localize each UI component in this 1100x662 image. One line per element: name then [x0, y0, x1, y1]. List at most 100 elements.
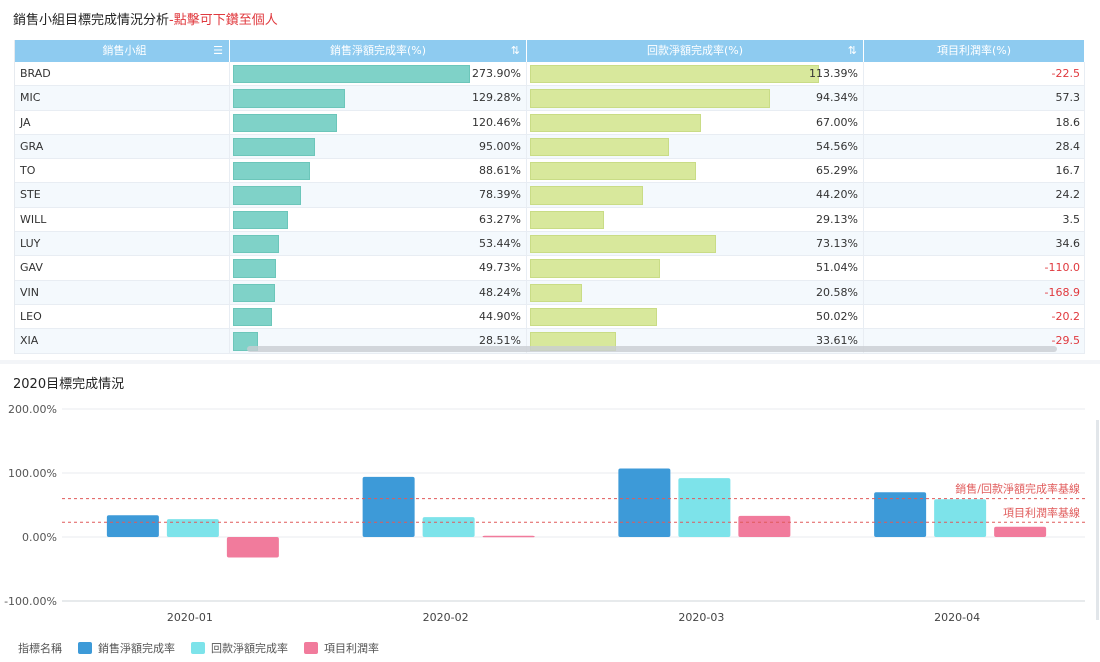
y-tick-label: 100.00%	[8, 467, 57, 480]
return-rate-bar	[530, 283, 583, 302]
col-header-team[interactable]: 銷售小組 ☰	[15, 40, 230, 62]
sales-rate-cell: 273.90%	[230, 62, 527, 86]
table-header: 銷售小組 ☰ 銷售淨額完成率(%) ⇅ 回款淨額完成率(%) ⇅ 項目利潤率(%…	[15, 40, 1085, 62]
bar-sales	[618, 468, 671, 537]
sort-icon[interactable]: ☰	[213, 44, 223, 57]
profit-rate-value: 3.5	[864, 207, 1085, 232]
sales-rate-value: 49.73%	[479, 261, 521, 275]
sales-rate-bar	[233, 186, 301, 205]
table-row[interactable]: MIC 129.28% 94.34% 57.3	[15, 86, 1085, 111]
return-rate-value: 51.04%	[816, 261, 858, 275]
bar-sales	[362, 476, 415, 537]
col-header-profit-label: 項目利潤率(%)	[936, 44, 1012, 57]
sort-icon[interactable]: ⇅	[510, 44, 520, 57]
table-row[interactable]: TO 88.61% 65.29% 16.7	[15, 159, 1085, 184]
bar-return	[934, 499, 987, 537]
sales-rate-bar	[233, 162, 310, 181]
sales-rate-bar	[233, 89, 345, 108]
legend-swatch-return	[191, 642, 205, 654]
table-row[interactable]: JA 120.46% 67.00% 18.6	[15, 110, 1085, 135]
legend-swatch-profit	[304, 642, 318, 654]
panel-title-text: 銷售小組目標完成情況分析	[13, 13, 170, 28]
table-row[interactable]: STE 78.39% 44.20% 24.2	[15, 183, 1085, 208]
bar-profit	[482, 535, 535, 538]
sales-rate-bar	[233, 210, 288, 230]
return-rate-cell: 50.02%	[527, 304, 864, 329]
sales-rate-value: 95.00%	[479, 139, 521, 153]
return-rate-bar	[530, 259, 661, 278]
team-name: BRAD	[15, 62, 230, 86]
return-rate-cell: 51.04%	[527, 256, 864, 280]
y-tick-label: 200.00%	[8, 403, 57, 416]
col-header-sales-rate[interactable]: 銷售淨額完成率(%) ⇅	[230, 40, 527, 62]
legend-swatch-sales	[78, 642, 92, 654]
team-name: MIC	[15, 86, 230, 110]
legend-label-sales: 銷售淨額完成率	[98, 642, 175, 655]
profit-rate-value: 24.2	[864, 183, 1085, 207]
col-header-sales-label: 銷售淨額完成率(%)	[329, 44, 427, 57]
sort-icon[interactable]: ⇅	[847, 44, 857, 57]
sales-rate-value: 28.51%	[479, 334, 521, 348]
profit-rate-value: -168.9	[864, 280, 1085, 304]
team-name: GAV	[15, 256, 230, 280]
sales-rate-bar	[233, 137, 316, 157]
legend-label-profit: 項目利潤率	[324, 642, 379, 655]
section-divider	[0, 360, 1100, 364]
sales-rate-cell: 95.00%	[230, 134, 527, 159]
x-tick-label: 2020-04	[934, 611, 980, 624]
team-name: JA	[15, 110, 230, 134]
x-tick-label: 2020-02	[423, 611, 469, 624]
x-tick-label: 2020-01	[167, 611, 213, 624]
sales-rate-cell: 78.39%	[230, 183, 527, 207]
sales-rate-cell: 49.73%	[230, 256, 527, 280]
sales-rate-cell: 28.51%	[230, 329, 527, 353]
table-row[interactable]: BRAD 273.90% 113.39% -22.5	[15, 62, 1085, 87]
return-rate-value: 50.02%	[816, 309, 858, 323]
legend-item-profit[interactable]: 項目利潤率	[304, 640, 379, 656]
legend-item-return[interactable]: 回款淨額完成率	[191, 640, 288, 656]
x-tick-label: 2020-03	[678, 611, 724, 624]
bar-sales	[106, 515, 159, 537]
table-row[interactable]: GRA 95.00% 54.56% 28.4	[15, 134, 1085, 160]
team-name: LUY	[15, 232, 230, 256]
table-row[interactable]: WILL 63.27% 29.13% 3.5	[15, 207, 1085, 233]
team-name: LEO	[15, 304, 230, 329]
return-rate-value: 94.34%	[816, 91, 858, 105]
team-name: STE	[15, 183, 230, 207]
table-row[interactable]: GAV 49.73% 51.04% -110.0	[15, 256, 1085, 281]
table-row[interactable]: VIN 48.24% 20.58% -168.9	[15, 280, 1085, 305]
bar-chart: 200.00% 100.00% 0.00% -100.00% 2020-01 2020-0…	[4, 403, 1085, 624]
sales-rate-bar	[233, 283, 275, 302]
sales-rate-cell: 44.90%	[230, 304, 527, 329]
sales-rate-cell: 129.28%	[230, 86, 527, 110]
vertical-scrollbar[interactable]	[1096, 420, 1099, 620]
team-table: 銷售小組 ☰ 銷售淨額完成率(%) ⇅ 回款淨額完成率(%) ⇅ 項目利潤率(%…	[14, 40, 1085, 354]
return-rate-bar	[530, 89, 771, 108]
team-name: TO	[15, 159, 230, 183]
table-row[interactable]: LEO 44.90% 50.02% -20.2	[15, 304, 1085, 330]
panel-title: 銷售小組目標完成情況分析-點擊可下鑽至個人	[13, 9, 278, 28]
profit-rate-value: 16.7	[864, 159, 1085, 183]
baseline-label: 項目利潤率基線	[1003, 505, 1080, 519]
y-tick-label: 0.00%	[22, 531, 57, 544]
profit-rate-value: 18.6	[864, 110, 1085, 134]
sales-rate-value: 63.27%	[479, 212, 521, 226]
analysis-panel: 銷售小組目標完成情況分析-點擊可下鑽至個人 銷售小組 ☰ 銷售淨額完成率(%) …	[13, 9, 1085, 354]
return-rate-value: 29.13%	[816, 212, 858, 226]
col-header-return-rate[interactable]: 回款淨額完成率(%) ⇅	[527, 40, 864, 62]
return-rate-cell: 20.58%	[527, 280, 864, 304]
legend-item-sales[interactable]: 銷售淨額完成率	[78, 640, 175, 656]
chart-legend: 指標名稱 銷售淨額完成率 回款淨額完成率 項目利潤率	[18, 640, 379, 656]
bar-profit	[738, 515, 791, 537]
return-rate-bar	[530, 113, 701, 132]
sales-rate-bar	[233, 332, 258, 351]
return-rate-cell: 73.13%	[527, 232, 864, 256]
horizontal-scrollbar[interactable]	[247, 346, 1057, 352]
drilldown-hint[interactable]: -點擊可下鑽至個人	[169, 13, 278, 28]
table-row[interactable]: LUY 53.44% 73.13% 34.6	[15, 232, 1085, 257]
col-header-profit[interactable]: 項目利潤率(%)	[864, 40, 1085, 62]
profit-rate-value: 34.6	[864, 232, 1085, 256]
sales-rate-bar	[233, 307, 272, 327]
bar-sales	[874, 492, 927, 537]
profit-rate-value: -22.5	[864, 62, 1085, 86]
